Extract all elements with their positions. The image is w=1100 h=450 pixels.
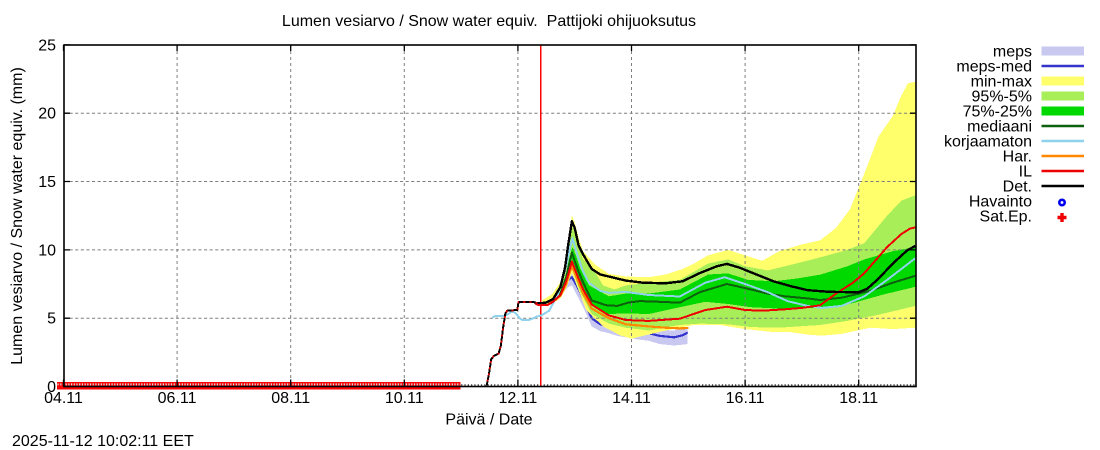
svg-text:Havainto: Havainto — [969, 194, 1032, 211]
svg-text:16.11: 16.11 — [726, 390, 765, 407]
svg-text:06.11: 06.11 — [158, 390, 197, 407]
svg-text:Har.: Har. — [1003, 149, 1032, 166]
svg-text:meps: meps — [993, 44, 1032, 61]
svg-text:25: 25 — [38, 37, 56, 54]
svg-text:Lumen vesiarvo / Snow water eq: Lumen vesiarvo / Snow water equiv. Patti… — [282, 13, 696, 30]
svg-text:15: 15 — [38, 174, 56, 191]
svg-text:18.11: 18.11 — [839, 390, 878, 407]
svg-text:5: 5 — [47, 311, 56, 328]
svg-text:75%-25%: 75%-25% — [963, 104, 1032, 121]
svg-text:0: 0 — [47, 379, 56, 396]
svg-text:mediaani: mediaani — [967, 119, 1032, 136]
svg-text:04.11: 04.11 — [44, 390, 83, 407]
svg-text:meps-med: meps-med — [956, 59, 1032, 76]
svg-text:08.11: 08.11 — [271, 390, 310, 407]
svg-text:IL: IL — [1019, 164, 1032, 181]
svg-text:10: 10 — [38, 242, 56, 259]
svg-text:10.11: 10.11 — [385, 390, 424, 407]
svg-text:2025-11-12 10:02:11 EET: 2025-11-12 10:02:11 EET — [12, 433, 194, 450]
svg-text:20: 20 — [38, 106, 56, 123]
svg-text:Lumen vesiarvo / Snow water eq: Lumen vesiarvo / Snow water equiv. (mm) — [9, 67, 26, 365]
svg-text:95%-5%: 95%-5% — [972, 89, 1032, 106]
svg-text:12.11: 12.11 — [498, 390, 537, 407]
svg-text:korjaamaton: korjaamaton — [944, 134, 1032, 151]
svg-text:min-max: min-max — [971, 74, 1032, 91]
svg-text:Päivä / Date: Päivä / Date — [445, 412, 532, 429]
svg-text:14.11: 14.11 — [612, 390, 651, 407]
svg-text:Det.: Det. — [1003, 179, 1032, 196]
svg-text:Sat.Ep.: Sat.Ep. — [980, 209, 1032, 226]
